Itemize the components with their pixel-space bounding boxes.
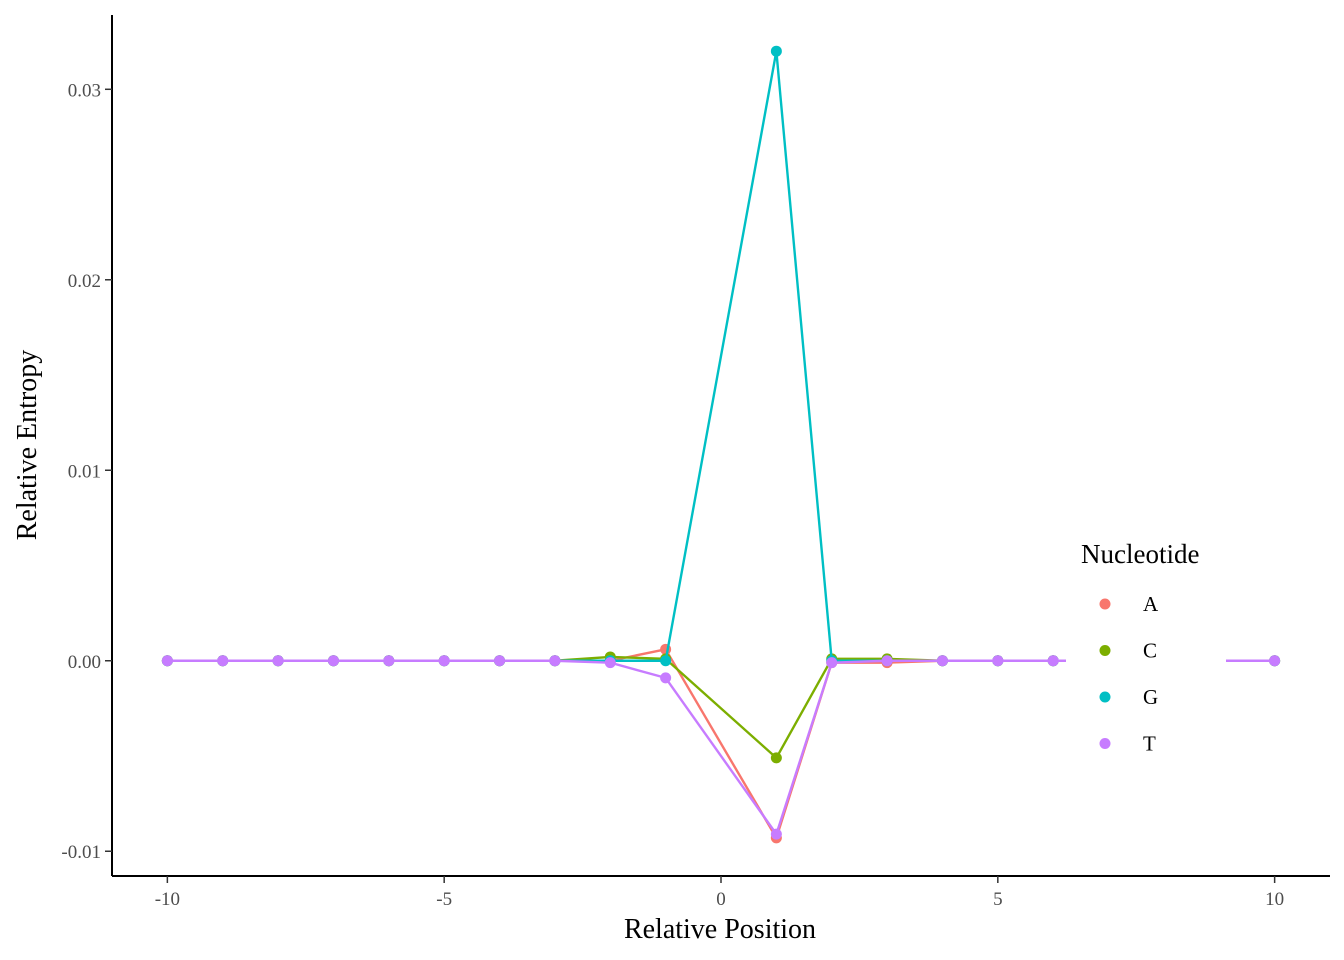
legend-label-t: T <box>1143 732 1156 756</box>
series-t-point <box>660 672 672 684</box>
y-tick-label: 0.01 <box>68 461 101 482</box>
legend-label-c: C <box>1143 639 1157 663</box>
series-t-point <box>327 655 339 667</box>
series-t-point <box>1269 655 1281 667</box>
series-g-point <box>660 655 672 667</box>
series-t-point <box>272 655 284 667</box>
series-t-point <box>217 655 229 667</box>
x-tick-label: 0 <box>716 889 726 910</box>
legend-key-t <box>1099 738 1111 749</box>
legend-title: Nucleotide <box>1081 539 1199 569</box>
legend-key-g <box>1099 691 1111 703</box>
x-axis-title: Relative Position <box>624 914 816 945</box>
legend-label-g: G <box>1143 685 1158 709</box>
y-ticks: -0.01 0.00 0.01 0.02 0.03 <box>61 80 112 863</box>
x-tick-label: 5 <box>993 889 1003 910</box>
series-c-point <box>770 752 782 764</box>
series-t-point <box>881 655 893 667</box>
x-tick-label: 10 <box>1265 889 1284 910</box>
x-ticks: -10 -5 0 5 10 <box>155 876 1284 910</box>
y-tick-label: 0.03 <box>68 80 101 101</box>
series-t-point <box>383 655 395 667</box>
x-tick-label: -10 <box>155 889 180 910</box>
series-t-point <box>770 828 782 840</box>
plot-area <box>161 45 1281 844</box>
legend-label-a: A <box>1143 592 1159 616</box>
series-t-point <box>826 657 838 669</box>
legend-key-a <box>1099 598 1111 610</box>
series-t-point <box>1047 655 1059 667</box>
y-tick-label: 0.00 <box>68 652 101 673</box>
legend-key-c <box>1099 645 1111 656</box>
y-tick-label: 0.02 <box>68 271 101 292</box>
legend-background <box>1066 530 1226 775</box>
series-t-point <box>161 655 173 667</box>
axes: -10 -5 0 5 10 -0.01 0.00 0.01 0.02 0.03 <box>61 15 1330 910</box>
series-t-point <box>936 655 948 667</box>
series-t-point <box>992 655 1004 667</box>
series-t-point <box>549 655 561 667</box>
y-tick-label: -0.01 <box>61 842 101 863</box>
series-layer <box>161 45 1281 844</box>
series-t-point <box>494 655 506 667</box>
series-t-point <box>438 655 450 667</box>
y-axis-title: Relative Entropy <box>12 350 43 541</box>
series-g-point <box>770 45 782 57</box>
x-tick-label: -5 <box>436 889 452 910</box>
series-t-point <box>604 657 616 669</box>
